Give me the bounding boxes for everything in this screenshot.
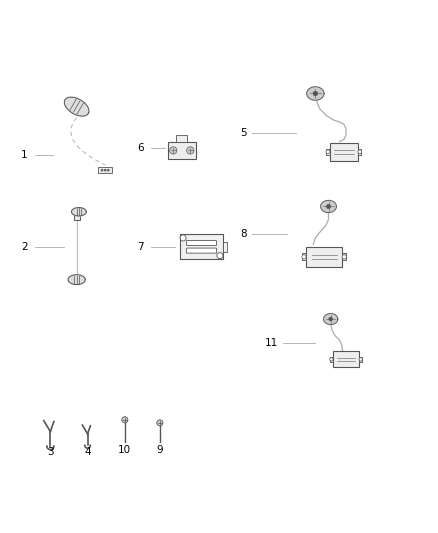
Circle shape [217, 253, 223, 259]
Bar [99, 167, 112, 173]
Circle shape [122, 417, 128, 423]
Text: 11: 11 [265, 338, 278, 348]
Circle shape [170, 147, 177, 154]
Polygon shape [321, 200, 336, 213]
Text: 9: 9 [156, 445, 163, 455]
Polygon shape [71, 207, 86, 216]
FancyBboxPatch shape [187, 240, 216, 246]
Circle shape [101, 169, 103, 171]
Bar [333, 351, 359, 367]
Text: 2: 2 [21, 242, 28, 252]
Polygon shape [324, 313, 338, 325]
Polygon shape [307, 87, 324, 100]
Polygon shape [68, 274, 85, 285]
Bar [167, 142, 196, 159]
Circle shape [358, 150, 362, 154]
Bar [176, 135, 187, 142]
Circle shape [326, 150, 330, 154]
Circle shape [313, 91, 318, 96]
Text: 4: 4 [84, 447, 91, 457]
Bar [180, 234, 223, 260]
Text: 1: 1 [21, 150, 28, 160]
Bar [223, 241, 227, 252]
Bar [302, 253, 306, 261]
Text: 10: 10 [118, 445, 131, 455]
Circle shape [342, 255, 346, 259]
Circle shape [104, 169, 106, 171]
Circle shape [326, 204, 331, 209]
Text: 7: 7 [137, 242, 144, 252]
Text: 8: 8 [240, 229, 247, 239]
Bar [330, 142, 358, 161]
Text: 3: 3 [47, 447, 54, 457]
Bar [74, 212, 80, 220]
Circle shape [328, 317, 333, 321]
FancyBboxPatch shape [187, 248, 216, 253]
Text: 6: 6 [137, 143, 144, 154]
Bar [330, 357, 333, 362]
Circle shape [180, 235, 186, 241]
Text: 5: 5 [240, 128, 247, 138]
Polygon shape [64, 97, 89, 116]
Bar [342, 253, 346, 261]
Circle shape [359, 358, 362, 361]
Circle shape [187, 147, 194, 154]
Circle shape [157, 420, 163, 426]
Circle shape [302, 255, 306, 259]
Bar [359, 357, 362, 362]
Bar [358, 149, 361, 155]
Circle shape [107, 169, 110, 171]
Bar [306, 247, 342, 267]
Bar [326, 149, 330, 155]
Circle shape [330, 358, 333, 361]
